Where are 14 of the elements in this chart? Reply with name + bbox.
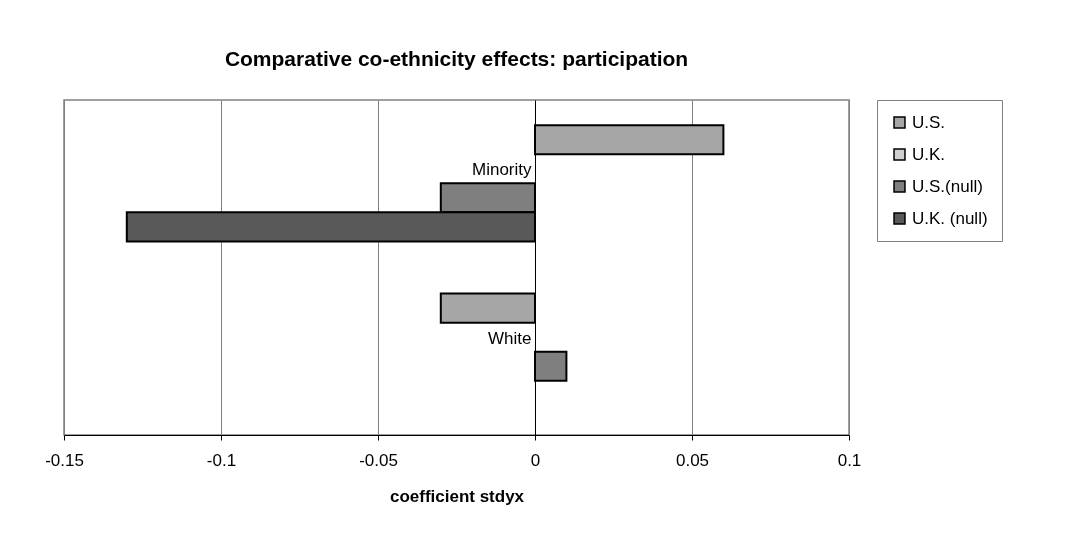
legend-label: U.K. (null) bbox=[912, 208, 988, 228]
y-tick-label: Minority bbox=[471, 160, 532, 180]
x-tick-label: 0.05 bbox=[675, 450, 710, 470]
legend-label: U.S. bbox=[912, 112, 946, 132]
legend-label: U.K. bbox=[912, 144, 946, 164]
legend-label: U.S.(null) bbox=[912, 176, 983, 196]
x-tick-label: 0 bbox=[530, 450, 541, 470]
x-tick-label: 0.1 bbox=[837, 450, 862, 470]
chart-title: Comparative co-ethnicity effects: participation bbox=[224, 46, 689, 70]
y-tick-label: White bbox=[488, 328, 532, 348]
x-axis-title: coefficient stdyx bbox=[389, 486, 525, 506]
x-tick-label: -0.1 bbox=[206, 450, 237, 470]
x-tick-label: -0.05 bbox=[359, 450, 398, 470]
x-tick-label: -0.15 bbox=[45, 450, 84, 470]
